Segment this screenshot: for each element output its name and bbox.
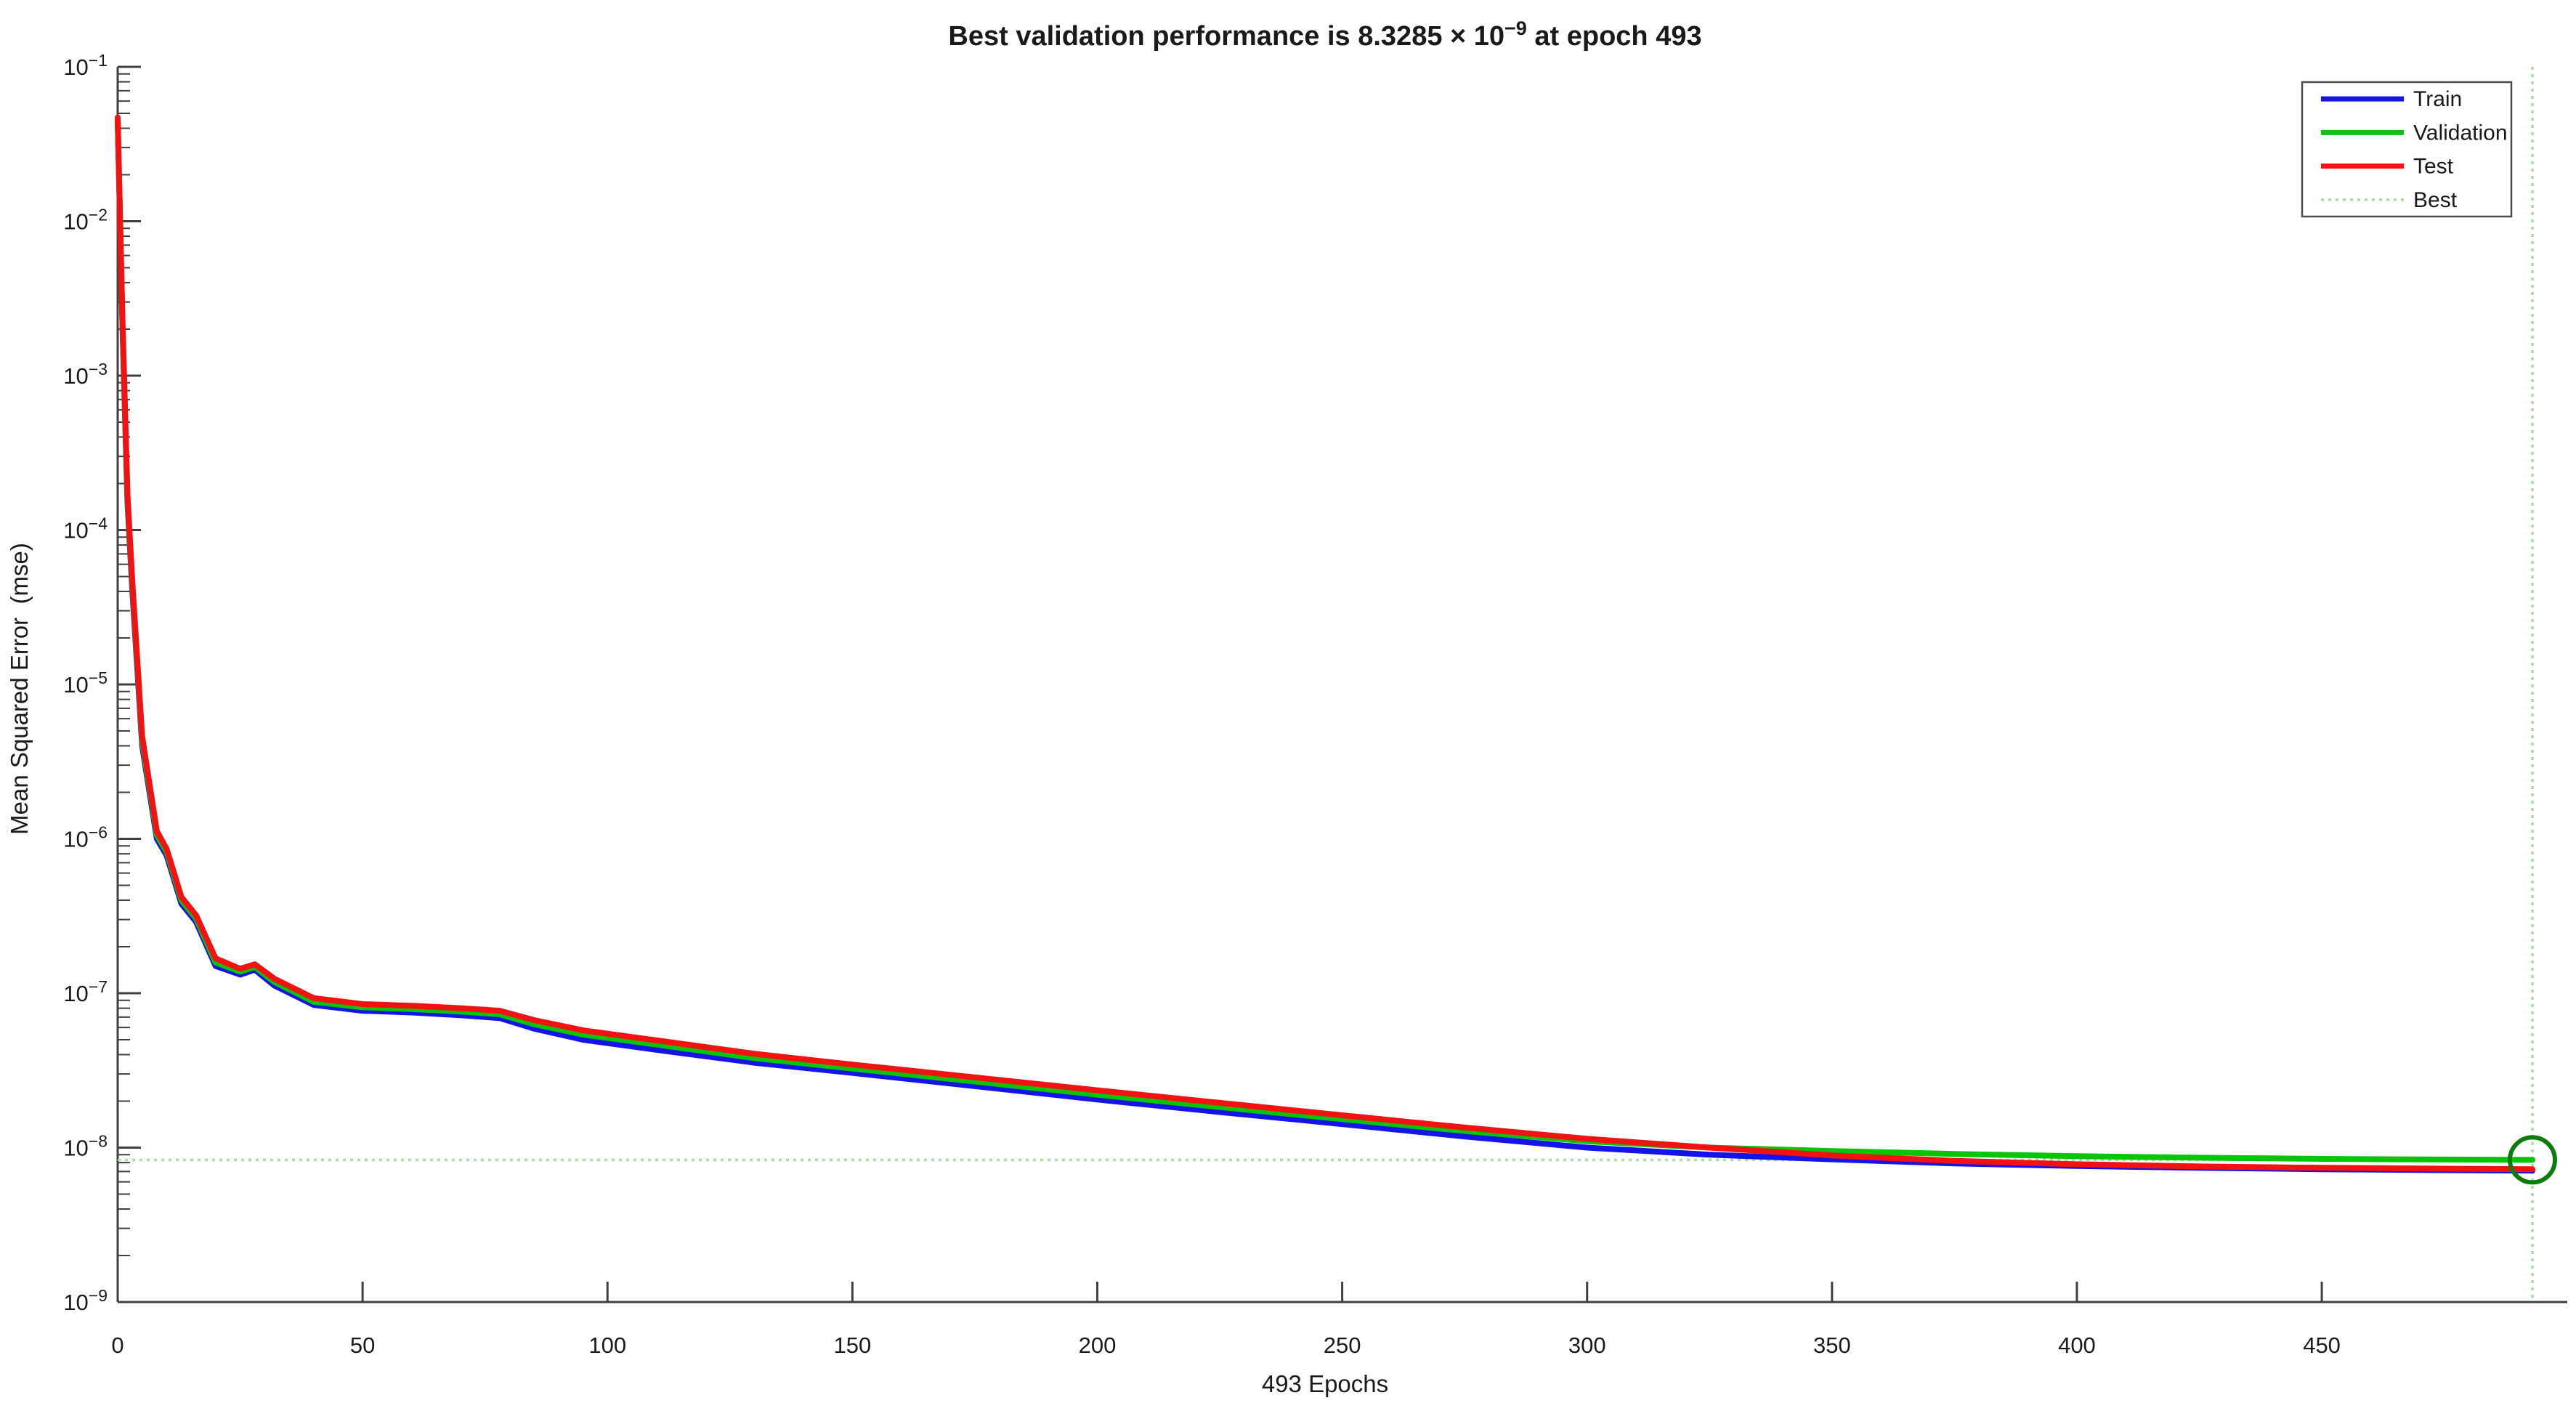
legend-item-test[interactable]: Test [2321,155,2454,179]
legend-item-best[interactable]: Best [2321,188,2458,212]
test-curve [115,114,2535,1173]
y-tick-label: 10−6 [63,823,108,852]
x-tick-label: 100 [588,1333,626,1358]
x-tick-label: 150 [833,1333,871,1358]
y-tick-label: 10−3 [63,360,108,389]
best-reference [118,67,2534,1302]
y-tick-label: 10−2 [63,206,108,235]
y-tick-label: 10−7 [63,977,108,1006]
x-tick-label: 50 [350,1333,375,1358]
y-tick-label: 10−9 [63,1286,108,1315]
y-tick-label: 10−5 [63,668,108,698]
legend-box [2301,81,2513,218]
legend-label: Train [2413,87,2462,111]
legend-item-validation[interactable]: Validation [2321,121,2508,145]
legend-label: Validation [2413,121,2508,145]
x-tick-label: 350 [1813,1333,1851,1358]
x-tick-label: 450 [2303,1333,2341,1358]
plot-area: 10−1 10−2 10−3 10−4 10−5 10−6 10−7 10−8 10−90 50 1… [63,51,2567,1358]
legend-item-train[interactable]: Train [2321,87,2462,111]
x-tick-label: 250 [1324,1333,1361,1358]
x-tick-label: 0 [111,1333,123,1358]
x-tick-label: 400 [2058,1333,2096,1358]
y-axis-label: Mean Squared Error (mse) [6,543,33,835]
y-tick-label: 10−1 [63,51,108,80]
legend-label: Best [2413,188,2458,212]
x-axis-label: 493 Epochs [1262,1370,1388,1397]
legend-label: Test [2413,155,2454,179]
x-tick-label: 300 [1568,1333,1606,1358]
y-tick-label: 10−8 [63,1132,108,1161]
y-tick-label: 10−4 [63,514,108,543]
axes: 10−1 10−2 10−3 10−4 10−5 10−6 10−7 10−8 10−90 50 1… [63,51,2567,1358]
x-tick-label: 200 [1079,1333,1117,1358]
chart-title: Best validation performance is 8.3285 × … [948,17,1701,52]
best-point-marker [2508,1135,2557,1185]
legend[interactable]: Train Validation Test Best [2301,81,2513,218]
curves [115,114,2535,1174]
validation-curve [115,116,2535,1163]
